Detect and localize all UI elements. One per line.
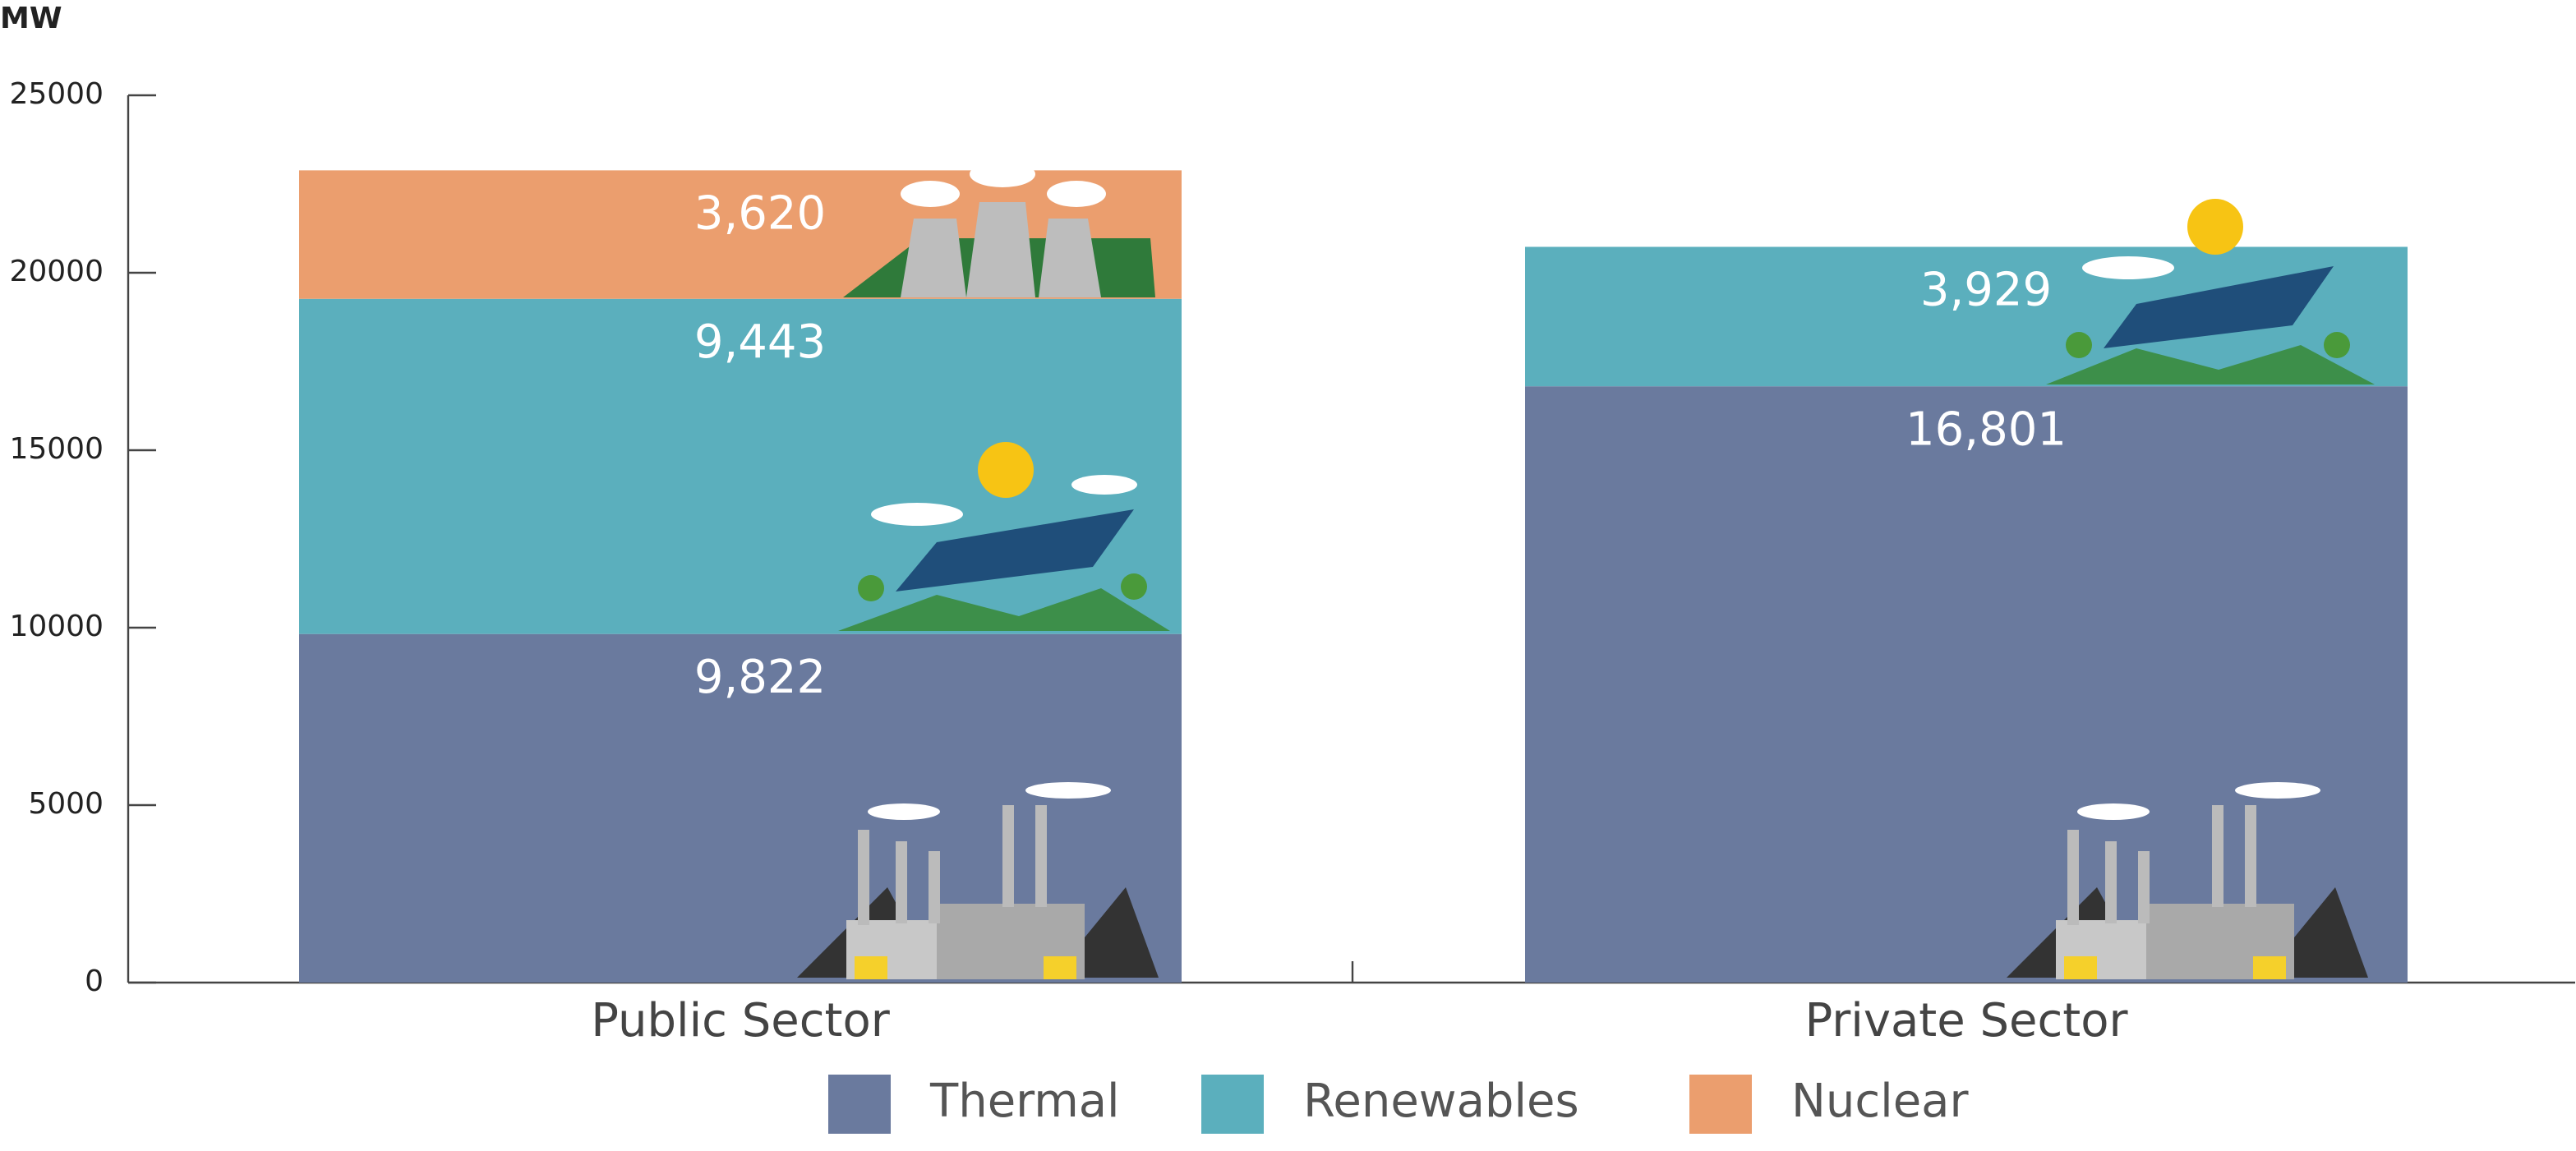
y-tick-label: 10000 bbox=[9, 610, 104, 643]
legend-swatch bbox=[828, 1075, 891, 1134]
value-label: 16,801 bbox=[1906, 403, 2067, 456]
value-label: 3,620 bbox=[694, 187, 826, 241]
x-tick-label: Public Sector bbox=[591, 994, 891, 1047]
y-tick-label: 0 bbox=[85, 965, 104, 998]
page: {"chart_data": { "type": "stacked-bar", … bbox=[0, 0, 2576, 1151]
y-tick-label: 5000 bbox=[28, 787, 104, 821]
y-tick-label: 25000 bbox=[9, 77, 104, 111]
chart: MW 0 5000 10000 15000 20000 25000 9,822 9,443 3,… bbox=[0, 0, 2576, 1151]
legend: Thermal Renewables Nuclear bbox=[828, 1075, 1970, 1134]
value-label: 9,822 bbox=[694, 651, 826, 704]
x-tick-label: Private Sector bbox=[1804, 994, 2128, 1047]
value-label: 9,443 bbox=[694, 315, 826, 369]
value-label: 3,929 bbox=[1920, 264, 2052, 317]
legend-label: Nuclear bbox=[1791, 1075, 1970, 1128]
legend-label: Thermal bbox=[929, 1075, 1120, 1128]
bars bbox=[299, 170, 2408, 983]
bar-segment bbox=[1525, 386, 2408, 983]
legend-swatch bbox=[1689, 1075, 1752, 1134]
legend-swatch bbox=[1201, 1075, 1264, 1134]
y-axis-label: MW bbox=[0, 2, 62, 35]
y-tick-label: 15000 bbox=[9, 432, 104, 466]
legend-label: Renewables bbox=[1303, 1075, 1579, 1128]
y-tick-label: 20000 bbox=[9, 255, 104, 288]
